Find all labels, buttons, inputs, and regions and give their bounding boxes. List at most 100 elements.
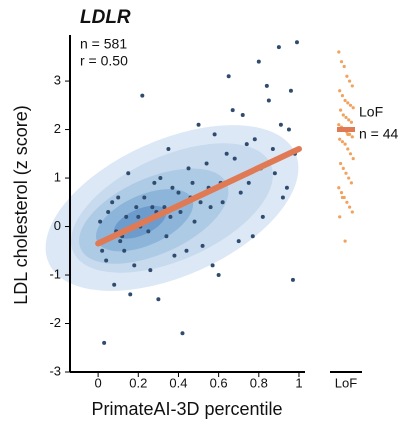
point xyxy=(128,292,133,297)
point xyxy=(156,297,161,302)
point xyxy=(192,219,197,224)
y-tick-label: 3 xyxy=(54,73,61,88)
lof-point xyxy=(348,152,353,156)
point xyxy=(184,248,189,253)
fit-line xyxy=(95,145,302,247)
point xyxy=(252,137,257,142)
point xyxy=(172,253,177,258)
point xyxy=(200,243,205,248)
point xyxy=(166,146,171,151)
point xyxy=(142,195,147,200)
point xyxy=(178,209,183,214)
lof-point xyxy=(339,190,344,195)
point xyxy=(176,190,181,195)
lof-point xyxy=(346,147,350,151)
lof-point xyxy=(345,74,349,78)
point xyxy=(272,171,277,176)
point xyxy=(220,200,225,205)
point xyxy=(134,205,139,210)
lof-point xyxy=(341,166,345,170)
point xyxy=(162,205,167,210)
point xyxy=(260,214,265,219)
point xyxy=(256,59,261,64)
point xyxy=(226,74,231,79)
y-tick-label: 1 xyxy=(54,169,61,184)
point xyxy=(280,195,285,200)
point xyxy=(190,180,195,185)
point xyxy=(170,185,175,190)
point xyxy=(224,151,229,156)
point xyxy=(284,185,289,190)
x-tick-label: 0.2 xyxy=(129,375,147,390)
lof-label: LoF xyxy=(359,103,383,119)
lof-point xyxy=(345,200,349,204)
lof-point xyxy=(338,215,342,219)
lof-point xyxy=(337,50,341,54)
lof-point xyxy=(342,64,346,69)
lof-point xyxy=(343,239,347,243)
y-tick-label: 0 xyxy=(54,218,61,233)
point xyxy=(112,282,117,287)
point xyxy=(212,132,217,137)
point xyxy=(286,127,291,132)
point xyxy=(294,40,299,45)
lof-point xyxy=(339,108,343,112)
point xyxy=(152,180,157,185)
point xyxy=(158,176,163,181)
lof-n: n = 44 xyxy=(359,125,399,141)
x-tick-label: 0.8 xyxy=(250,375,268,390)
point xyxy=(100,248,105,253)
lof-point xyxy=(340,195,344,200)
annotation: n = 581 xyxy=(80,36,127,52)
lof-point xyxy=(349,181,353,185)
point xyxy=(110,200,115,205)
lof-point xyxy=(343,98,347,103)
lof-point xyxy=(343,142,347,146)
point xyxy=(104,258,109,263)
point xyxy=(288,88,293,93)
x-tick-label: 0.6 xyxy=(210,375,228,390)
lof-point xyxy=(347,176,351,180)
point xyxy=(198,200,203,205)
point xyxy=(186,166,191,171)
point xyxy=(244,142,249,147)
point xyxy=(150,205,155,210)
point xyxy=(196,122,201,127)
lof-point xyxy=(338,137,342,141)
lof-point xyxy=(339,60,344,64)
point xyxy=(264,83,269,88)
y-tick-label: 2 xyxy=(54,121,61,136)
point xyxy=(164,234,169,239)
point xyxy=(126,171,131,176)
lof-point xyxy=(351,106,355,110)
chart-title: LDLR xyxy=(80,7,131,28)
lof-point xyxy=(344,115,348,120)
lof-point xyxy=(349,120,353,124)
y-tick-label: -3 xyxy=(49,363,61,378)
lof-point xyxy=(348,79,352,83)
x-tick-label: 1 xyxy=(295,375,302,390)
lof-point xyxy=(347,118,351,122)
plot xyxy=(95,40,355,345)
point xyxy=(240,113,245,118)
lof-point xyxy=(348,205,352,209)
lof-point xyxy=(338,89,342,93)
point xyxy=(122,248,127,253)
x-axis-label: PrimateAI-3D percentile xyxy=(91,399,282,419)
lof-point xyxy=(344,171,348,175)
point xyxy=(266,98,271,103)
x-tick-label: 0 xyxy=(95,375,102,390)
point xyxy=(180,331,185,336)
lof-point xyxy=(341,113,345,117)
point xyxy=(290,277,295,282)
point xyxy=(124,214,129,219)
lof-point xyxy=(348,103,353,107)
point xyxy=(232,156,237,161)
annotation: r = 0.50 xyxy=(80,53,128,69)
point xyxy=(236,239,241,244)
point xyxy=(132,263,137,268)
lof-point xyxy=(340,140,344,144)
point xyxy=(278,122,283,127)
lof-point xyxy=(339,161,343,166)
